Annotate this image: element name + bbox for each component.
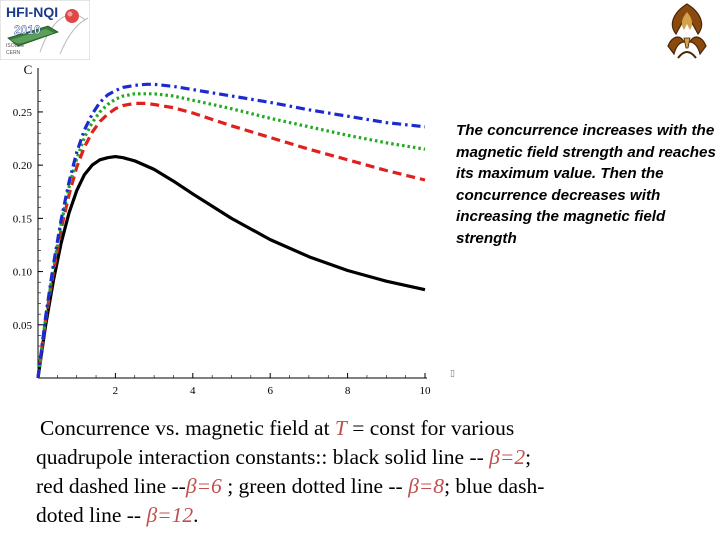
x-tick-label: 2 — [113, 385, 119, 397]
y-tick-label: 0.15 — [13, 213, 33, 225]
y-tick-label: 0.20 — [13, 160, 33, 172]
slide-marker-glyph: ▯ — [450, 369, 455, 379]
series-line-dashed — [36, 101, 426, 379]
y-axis-label: C — [24, 62, 33, 77]
x-tick-label: 10 — [420, 385, 432, 397]
caption-part-6: . — [193, 503, 199, 527]
annotation-text: The concurrence increases with the magne… — [456, 122, 716, 247]
hfi-nqi-2010-logo: HFI-NQI 2010 ISOLDE CERN — [0, 0, 90, 60]
y-tick-label: 0.25 — [13, 107, 33, 119]
x-tick-label: 6 — [267, 385, 273, 397]
y-tick-label: 0.10 — [13, 267, 33, 279]
series-line-dotted — [36, 92, 426, 379]
logo-text-year: 2010 — [14, 23, 41, 37]
series-line-solid — [36, 154, 426, 379]
caption-part-1: Concurrence vs. magnetic field at — [40, 416, 335, 440]
caption-beta-8: β=8 — [408, 474, 445, 498]
x-tick-label: 8 — [345, 385, 351, 397]
caption-part-3: ; red dashed line -- — [36, 445, 532, 498]
institution-emblem-logo — [667, 3, 707, 59]
caption-temperature-symbol: T — [334, 416, 347, 440]
caption-beta-12: β=12 — [146, 503, 194, 527]
caption-part-2: = const for various quadrupole interacti… — [36, 416, 515, 469]
figure-caption: Concurrence vs. magnetic field at T = co… — [36, 414, 556, 530]
logo-text-isolde: ISOLDE — [6, 43, 25, 49]
concurrence-plot: C 0.05 0.10 0.15 0.20 0.25 2 4 6 8 10 — [13, 62, 432, 397]
logo-text-hfi-nqi: HFI-NQI — [6, 4, 58, 20]
logo-text-cern: CERN — [6, 50, 21, 56]
caption-beta-6: β=6 — [185, 474, 222, 498]
caption-part-5: ; blue dash-doted line -- — [36, 474, 545, 527]
x-tick-label: 4 — [190, 385, 196, 397]
y-tick-label: 0.05 — [13, 320, 33, 332]
series-line-dashdot — [36, 82, 426, 379]
caption-part-4: ; green dotted line -- — [221, 474, 409, 498]
caption-beta-2: β=2 — [489, 445, 526, 469]
